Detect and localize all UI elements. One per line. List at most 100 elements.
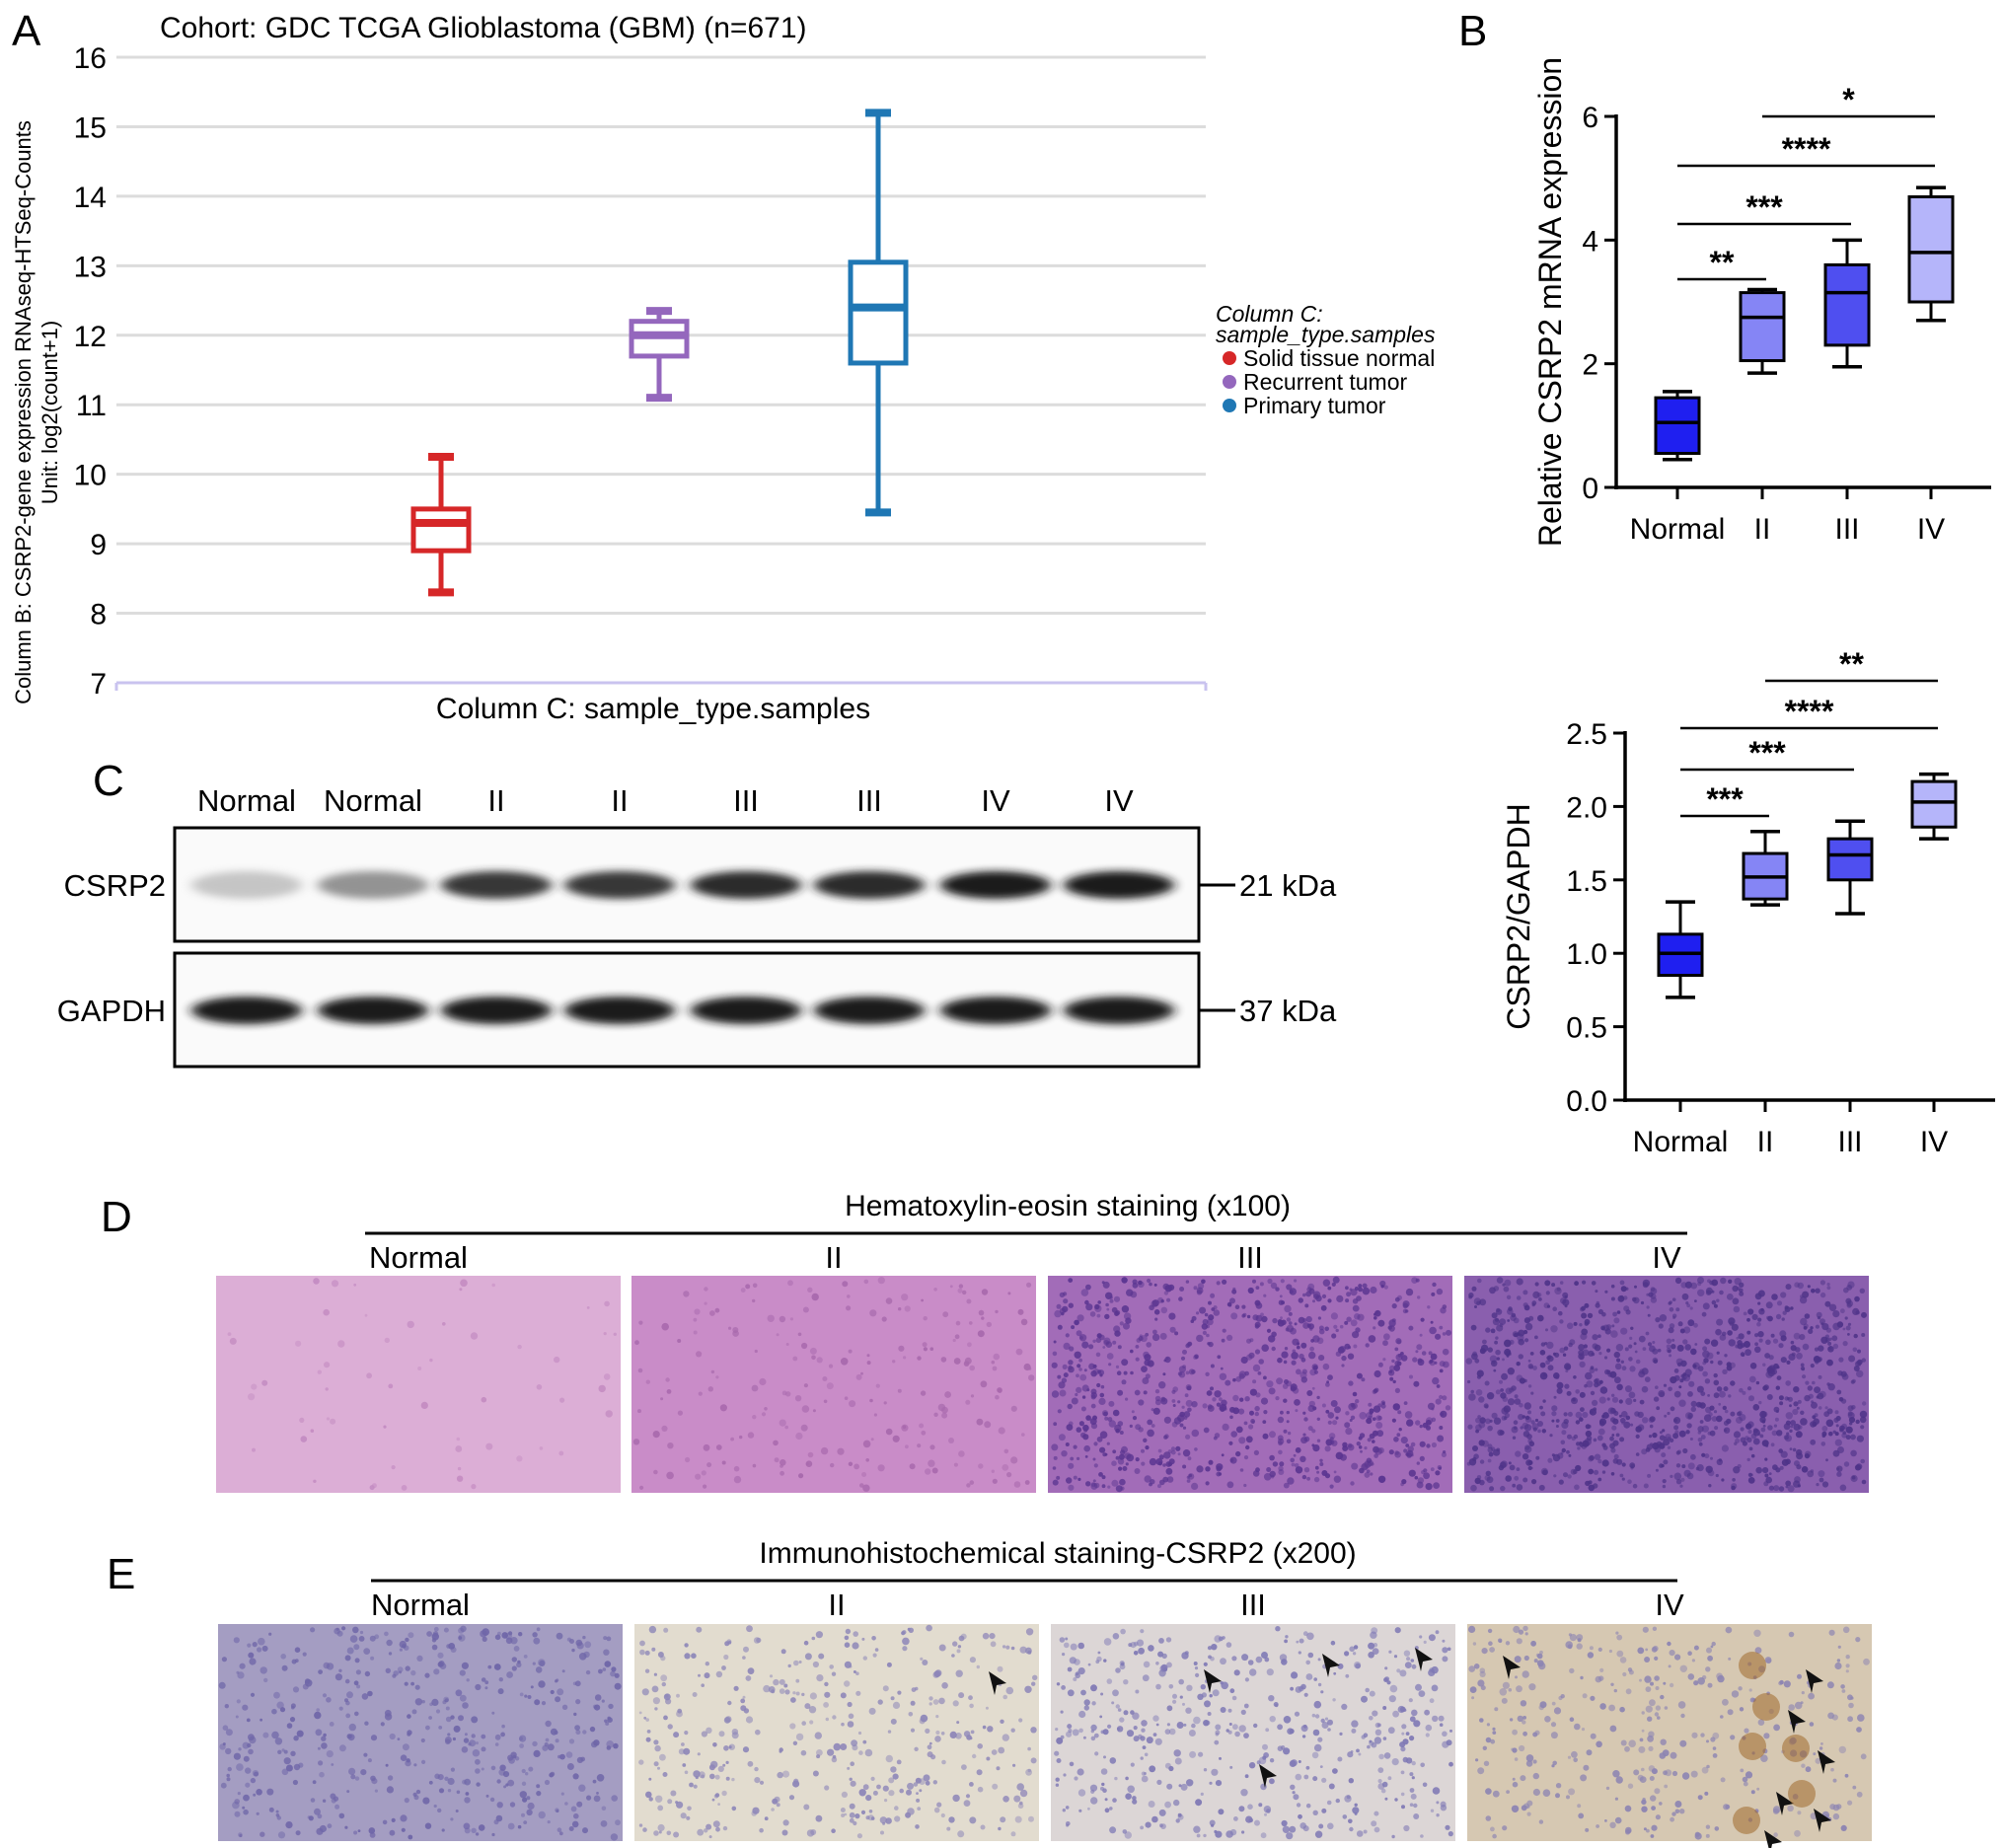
cell-nucleus	[755, 1729, 761, 1736]
cell-nucleus	[1669, 1300, 1673, 1304]
cell-nucleus	[1712, 1732, 1720, 1739]
cell-nucleus	[1718, 1402, 1722, 1406]
cell-nucleus	[667, 1799, 673, 1805]
cell-nucleus	[280, 1654, 287, 1660]
cell-nucleus	[1807, 1385, 1814, 1391]
cell-nucleus	[1686, 1423, 1692, 1429]
cell-nucleus	[1298, 1297, 1304, 1303]
cell-nucleus	[444, 1776, 449, 1782]
cell-nucleus	[795, 1678, 800, 1683]
cell-nucleus	[1119, 1321, 1124, 1326]
cell-nucleus	[1648, 1435, 1653, 1439]
cell-nucleus	[1552, 1760, 1557, 1766]
cell-nucleus	[1546, 1356, 1551, 1361]
cell-nucleus	[652, 1431, 660, 1439]
cell-nucleus	[1108, 1363, 1112, 1367]
cell-nucleus	[1413, 1720, 1421, 1728]
cell-nucleus	[1104, 1416, 1109, 1421]
cell-nucleus	[1740, 1768, 1745, 1773]
cell-nucleus	[1803, 1326, 1808, 1330]
cell-nucleus	[1490, 1738, 1496, 1744]
cell-nucleus	[1701, 1766, 1709, 1774]
cell-nucleus	[1767, 1425, 1773, 1431]
cell-nucleus	[422, 1797, 430, 1805]
cell-nucleus	[1556, 1387, 1563, 1394]
cell-nucleus	[645, 1379, 650, 1384]
cell-nucleus	[1667, 1349, 1671, 1354]
cell-nucleus	[1341, 1703, 1348, 1710]
x-tick-label: II	[1754, 513, 1771, 546]
cell-nucleus	[1177, 1452, 1181, 1456]
cell-nucleus	[1475, 1429, 1479, 1434]
cell-nucleus	[1094, 1751, 1099, 1756]
cell-nucleus	[1138, 1336, 1144, 1342]
cell-nucleus	[725, 1776, 730, 1781]
cell-nucleus	[953, 1358, 961, 1365]
cell-nucleus	[658, 1830, 662, 1834]
cell-nucleus	[506, 1671, 513, 1678]
cell-nucleus	[1380, 1400, 1386, 1405]
cell-nucleus	[1103, 1755, 1106, 1759]
cell-nucleus	[1090, 1394, 1096, 1400]
cell-nucleus	[1096, 1382, 1101, 1388]
cell-nucleus	[1847, 1322, 1852, 1326]
cell-nucleus	[1109, 1298, 1114, 1303]
cell-nucleus	[1564, 1383, 1570, 1389]
cell-nucleus	[447, 1789, 452, 1793]
cell-nucleus	[1436, 1384, 1441, 1388]
cell-nucleus	[704, 1301, 707, 1305]
cell-nucleus	[1518, 1338, 1524, 1346]
cell-nucleus	[1512, 1777, 1516, 1781]
cell-nucleus	[1377, 1415, 1382, 1421]
cell-nucleus	[1155, 1662, 1159, 1665]
cell-nucleus	[1311, 1429, 1316, 1434]
cell-nucleus	[1749, 1363, 1757, 1369]
cell-nucleus	[1138, 1647, 1145, 1655]
cell-nucleus	[1767, 1315, 1773, 1322]
cell-nucleus	[1408, 1698, 1413, 1703]
cell-nucleus	[790, 1697, 796, 1703]
cell-nucleus	[709, 1773, 715, 1780]
cell-nucleus	[1532, 1366, 1537, 1370]
cell-nucleus	[1169, 1326, 1176, 1333]
cell-nucleus	[1290, 1457, 1295, 1463]
cell-nucleus	[1765, 1301, 1773, 1309]
cell-nucleus	[653, 1469, 658, 1475]
cell-nucleus	[1566, 1795, 1570, 1800]
cell-nucleus	[1411, 1760, 1416, 1766]
cell-nucleus	[1612, 1770, 1620, 1778]
cell-nucleus	[1117, 1421, 1124, 1427]
cell-nucleus	[1655, 1686, 1660, 1690]
cell-nucleus	[1862, 1401, 1867, 1406]
cell-nucleus	[1582, 1349, 1590, 1357]
cell-nucleus	[1778, 1343, 1784, 1349]
cell-nucleus	[1495, 1349, 1501, 1356]
cell-nucleus	[1828, 1629, 1835, 1636]
tissue-background	[631, 1276, 1036, 1493]
cell-nucleus	[1525, 1459, 1532, 1466]
cell-nucleus	[681, 1742, 685, 1746]
cell-nucleus	[850, 1780, 856, 1787]
cell-nucleus	[1356, 1441, 1362, 1446]
cell-nucleus	[1582, 1411, 1589, 1419]
cell-nucleus	[969, 1321, 973, 1325]
cell-nucleus	[1584, 1302, 1590, 1308]
cell-nucleus	[1752, 1429, 1760, 1437]
cell-nucleus	[1209, 1819, 1216, 1826]
cell-nucleus	[704, 1828, 708, 1833]
cell-nucleus	[1832, 1449, 1840, 1457]
cell-nucleus	[1415, 1350, 1419, 1354]
cell-nucleus	[1052, 1466, 1057, 1470]
cell-nucleus	[844, 1680, 851, 1687]
cell-nucleus	[481, 1746, 486, 1752]
cell-nucleus	[1538, 1484, 1545, 1491]
cell-nucleus	[1208, 1300, 1212, 1305]
cell-nucleus	[1623, 1305, 1630, 1312]
cell-nucleus	[1432, 1715, 1439, 1723]
cell-nucleus	[1275, 1287, 1280, 1292]
cell-nucleus	[1153, 1309, 1160, 1315]
cell-nucleus	[1077, 1768, 1084, 1776]
cell-nucleus	[574, 1680, 581, 1687]
cell-nucleus	[1599, 1703, 1606, 1710]
cell-nucleus	[1532, 1772, 1540, 1780]
